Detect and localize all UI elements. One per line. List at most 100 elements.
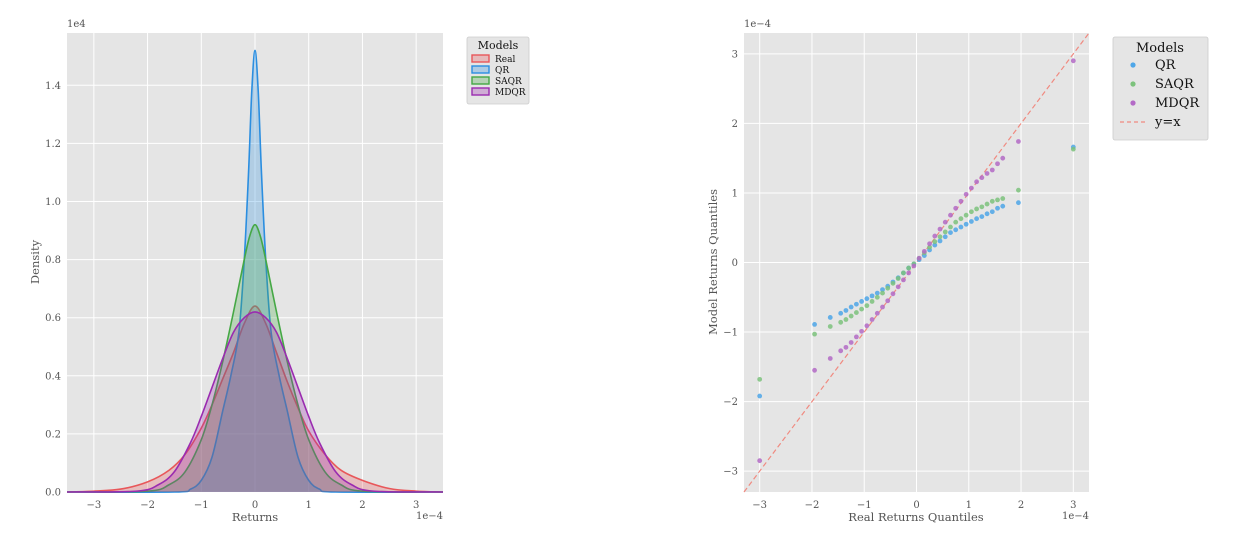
qq-point-qr — [995, 205, 1000, 211]
qq-y-ticks: −3 −2 −1 0 1 2 3 — [723, 49, 738, 477]
qq-point-mdqr — [937, 226, 943, 232]
qq-point-saqr — [757, 376, 763, 382]
qq-point-mdqr — [916, 255, 922, 261]
qq-point-qr — [968, 219, 974, 224]
qq-point-saqr — [880, 290, 885, 296]
qq-points — [757, 58, 1076, 464]
density-x-ticks: −3 −2 −1 0 1 2 3 — [86, 500, 419, 511]
qq-point-qr — [963, 221, 969, 227]
qq-point-mdqr — [890, 291, 896, 297]
qq-point-mdqr — [1016, 139, 1021, 144]
qq-point-qr — [974, 216, 980, 222]
density-legend-swatch-real — [471, 54, 490, 63]
qq-point-qr — [1016, 200, 1021, 206]
density-y-tick-label: 1.0 — [45, 197, 61, 208]
qq-point-qr — [880, 287, 885, 293]
qq-point-qr — [942, 234, 948, 240]
qq-point-saqr — [958, 216, 964, 222]
density-y-tick-label: 0.2 — [45, 429, 61, 440]
qq-point-saqr — [942, 229, 948, 235]
density-legend-label-qr: QR — [495, 66, 509, 76]
density-x-tick-label: −1 — [194, 500, 209, 511]
density-line-mdqr — [66, 311, 444, 493]
qq-point-mdqr — [979, 175, 985, 181]
qq-point-mdqr — [848, 340, 854, 345]
qq-point-saqr — [979, 204, 985, 210]
qq-point-saqr — [953, 219, 959, 225]
qq-point-mdqr — [989, 167, 995, 173]
qq-point-mdqr — [843, 344, 849, 350]
qq-x-label: Real Returns Quantiles — [848, 510, 983, 524]
density-y-scale: 1e4 — [67, 19, 86, 30]
qq-legend-marker-saqr — [1130, 81, 1136, 87]
qq-legend-label-qr: QR — [1155, 58, 1177, 73]
qq-point-qr — [869, 293, 875, 299]
qq-point-mdqr — [880, 304, 885, 310]
qq-point-mdqr — [885, 298, 891, 304]
qq-point-mdqr — [838, 348, 844, 354]
qq-point-qr — [953, 227, 959, 233]
qq-legend-title: Models — [1136, 41, 1184, 56]
qq-point-saqr — [995, 197, 1000, 203]
density-y-tick-label: 1.4 — [45, 81, 61, 92]
qq-x-tick-label: −3 — [752, 500, 767, 511]
qq-point-qr — [948, 230, 953, 236]
qq-point-qr — [757, 393, 763, 399]
qq-point-qr — [874, 290, 880, 296]
density-y-label: Density — [28, 239, 42, 284]
qq-point-saqr — [848, 313, 854, 319]
qq-point-mdqr — [958, 198, 964, 204]
qq-point-mdqr — [963, 191, 969, 197]
qq-point-saqr — [890, 280, 896, 286]
qq-point-saqr — [853, 310, 859, 315]
qq-legend-items: QR SAQR MDQR y=x — [1120, 58, 1200, 130]
qq-point-saqr — [885, 285, 891, 291]
qq-point-qr — [864, 296, 870, 302]
qq-point-saqr — [864, 303, 870, 309]
qq-point-mdqr — [921, 248, 927, 254]
qq-y-tick-label: −1 — [723, 328, 738, 339]
qq-point-saqr — [932, 239, 938, 245]
density-y-tick-label: 1.2 — [45, 139, 61, 150]
density-x-label: Returns — [232, 510, 278, 524]
qq-point-saqr — [989, 198, 995, 204]
qq-y-tick-label: 0 — [732, 258, 738, 269]
qq-y-tick-label: 1 — [732, 188, 738, 199]
qq-point-mdqr — [1000, 155, 1006, 161]
qq-point-saqr — [937, 234, 943, 240]
qq-point-qr — [958, 224, 964, 230]
density-x-tick-label: 3 — [413, 500, 419, 511]
qq-point-saqr — [963, 212, 969, 218]
qq-point-qr — [1000, 203, 1006, 209]
density-line-saqr — [66, 223, 444, 493]
qq-point-qr — [859, 299, 865, 304]
density-legend-label-real: Real — [495, 55, 515, 65]
qq-y-scale: 1e−4 — [744, 19, 771, 30]
qq-point-mdqr — [901, 277, 906, 283]
qq-point-qr — [827, 315, 833, 320]
qq-legend-marker-qr — [1130, 62, 1136, 68]
qq-legend-label-yx: y=x — [1154, 115, 1181, 130]
qq-point-saqr — [895, 276, 901, 281]
qq-point-mdqr — [974, 179, 980, 185]
qq-point-saqr — [874, 294, 880, 300]
density-y-tick-label: 0.8 — [45, 255, 61, 266]
qq-y-tick-label: 2 — [732, 119, 738, 130]
qq-point-mdqr — [757, 458, 763, 464]
qq-point-qr — [848, 304, 854, 310]
qq-point-qr — [932, 242, 938, 248]
qq-point-mdqr — [827, 356, 833, 361]
qq-point-saqr — [968, 209, 974, 215]
density-legend-swatch-qr — [471, 65, 490, 74]
qq-point-qr — [853, 301, 859, 307]
qq-y-label: Model Returns Quantiles — [706, 189, 720, 335]
qq-point-saqr — [869, 299, 875, 304]
density-x-tick-label: −2 — [140, 500, 155, 511]
density-area-qr — [67, 50, 443, 493]
qq-x-scale: 1e−4 — [1062, 511, 1089, 522]
density-legend-swatch-mdqr — [471, 87, 490, 96]
density-area-real — [67, 306, 443, 492]
qq-point-qr — [937, 238, 943, 244]
density-area-mdqr — [67, 311, 443, 492]
